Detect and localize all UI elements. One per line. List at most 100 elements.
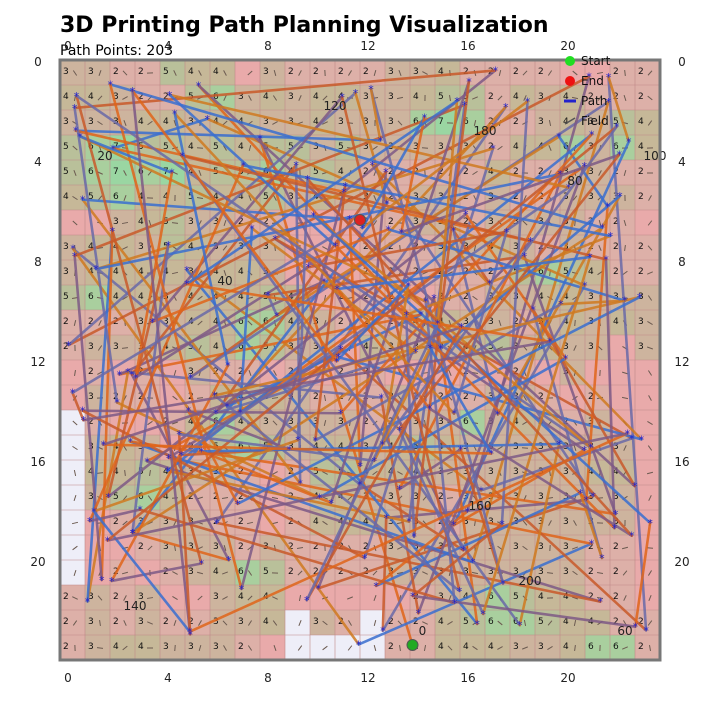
path-segment [398,428,485,616]
path-point: * [338,343,344,356]
path-point: * [137,504,143,517]
field-arrow [272,95,278,101]
field-cell [635,410,660,435]
path-point: * [105,535,111,548]
field-value-label: 3 [88,342,94,352]
field-arrow [248,370,252,376]
start-marker [406,639,419,651]
field-value-label: 2 [113,592,119,602]
path-point: * [212,389,218,402]
field-value-label: 2 [338,617,344,627]
path-point: * [311,210,317,223]
field-arrow [372,220,378,226]
field-cell [635,485,660,510]
field-cell [110,635,135,660]
path-point: * [566,182,572,195]
field-arrow [322,620,328,626]
field-arrow [548,170,552,176]
path-point: * [226,554,232,567]
field-arrow [148,219,152,227]
path-segment [412,80,471,538]
field-arrow [247,595,253,601]
path-point: * [257,133,263,146]
field-arrow [173,369,177,377]
path-segment [166,469,411,523]
field-value-label: 2 [338,567,344,577]
field-value-label: 4 [538,592,544,602]
field-arrow [597,95,603,101]
path-segment [101,443,493,455]
field-value-label: 3 [288,92,294,102]
field-arrow [146,597,154,599]
field-arrow [72,145,78,151]
field-arrow [174,644,176,652]
field-value-label: 3 [488,317,494,327]
path-point: * [384,197,390,210]
path-point: * [605,200,611,213]
field-cell [460,610,485,635]
field-arrow [397,471,403,475]
field-value-label: 3 [413,217,419,227]
field-arrow [623,219,627,227]
field-cell [510,60,535,85]
field-value-label: 2 [588,592,594,602]
field-value-label: 2 [363,417,369,427]
path-point: * [167,89,173,102]
path-segment [71,247,362,486]
field-value-label: 3 [213,617,219,627]
path-segment [398,153,621,432]
field-value-label: 4 [488,642,494,652]
field-value-label: 6 [213,92,219,102]
field-value-label: 2 [638,242,644,252]
field-value-label: 2 [138,367,144,377]
field-arrow [598,170,602,176]
path-point: * [109,575,115,588]
field-cell [485,635,510,660]
field-value-label: 2 [513,167,519,177]
field-arrow [447,471,453,475]
field-value-label: 3 [413,67,419,77]
field-value-label: 4 [138,117,144,127]
path-point: * [199,557,205,570]
path-segment [578,491,604,560]
field-cell [210,635,235,660]
path-point: * [117,368,123,381]
field-cell [210,560,235,585]
field-value-label: 3 [638,342,644,352]
path-segment [342,69,497,194]
path-segment [67,91,357,347]
field-arrow [72,545,78,551]
path-segment [411,594,637,628]
x-tick-label-top: 16 [460,39,475,53]
path-point: * [105,491,111,504]
path-segment [241,163,612,238]
field-cell [635,235,660,260]
field-arrow [522,646,528,650]
field-value-label: 2 [138,392,144,402]
path-segment [607,75,648,632]
field-value-label: 4 [313,117,319,127]
field-arrow [573,345,577,351]
field-cell [60,435,85,460]
field-arrow [347,645,353,651]
path-point: * [626,136,632,149]
path-point: * [582,160,588,173]
path-segment [369,87,382,142]
x-tick-label-bottom: 0 [64,671,72,685]
field-value-label: 3 [438,192,444,202]
path-point: * [368,83,374,96]
field-value-label: 3 [463,467,469,477]
field-value-label: 4 [238,267,244,277]
path-point: * [305,173,311,186]
field-value-label: 5 [438,92,444,102]
field-cell [285,60,310,85]
field-arrow [122,520,128,526]
field-arrow [223,145,227,151]
field-arrow [522,70,528,76]
field-value-label: 2 [338,67,344,77]
path-segment [186,409,291,451]
path-point: * [333,240,339,253]
field-value-label: 4 [288,317,294,327]
path-segment [177,432,192,636]
